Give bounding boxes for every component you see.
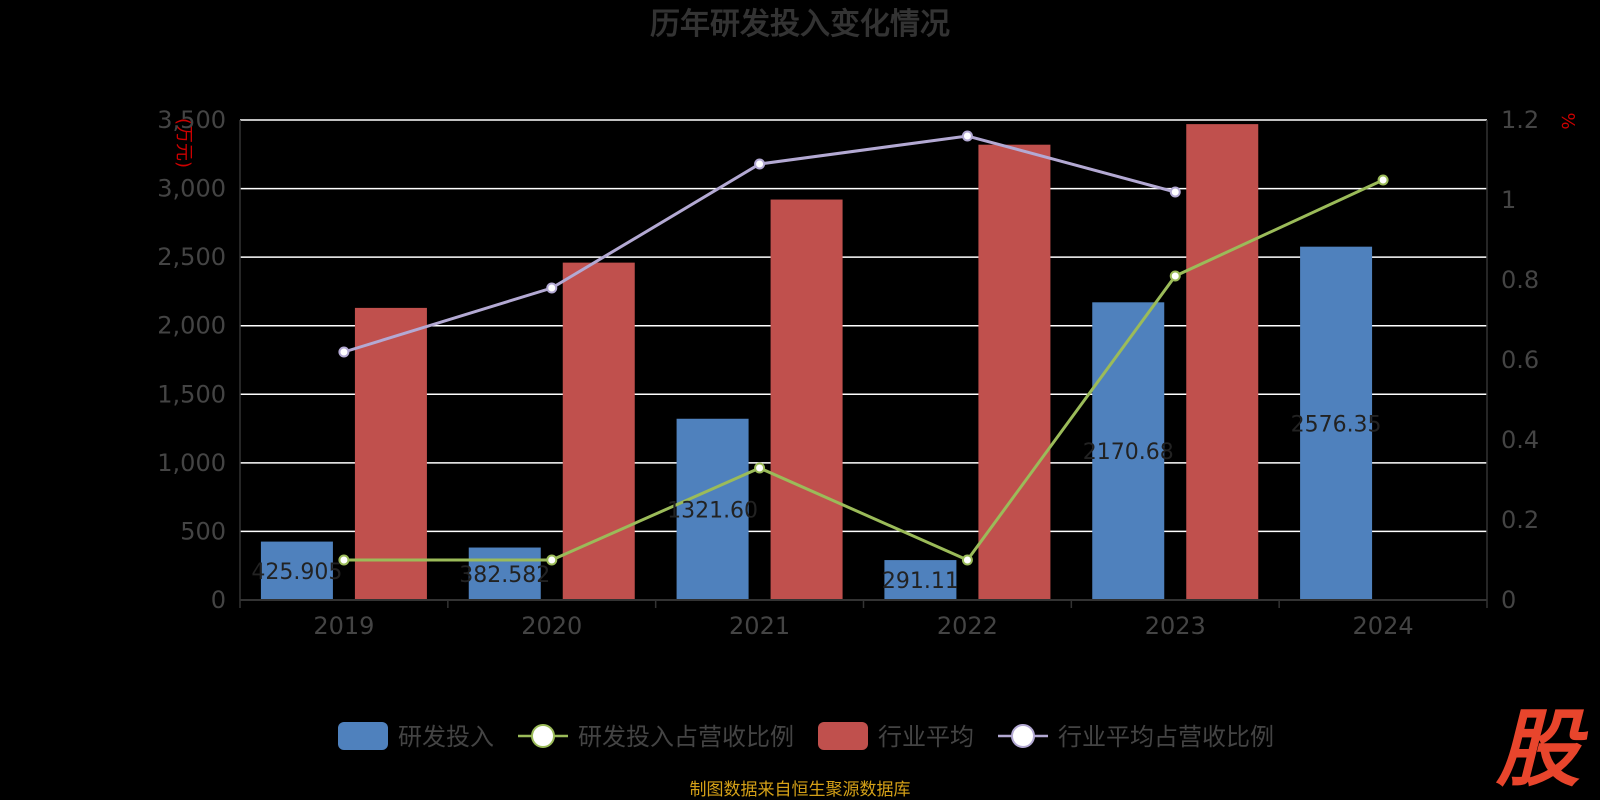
line-point-研发投入占营收比例 xyxy=(961,554,973,566)
line-研发投入占营收比例 xyxy=(343,178,1384,562)
line-point-行业平均占营收比例 xyxy=(338,346,350,358)
x-axis-category-label: 2019 xyxy=(313,612,374,640)
bar-研发投入 xyxy=(1300,246,1373,600)
line-point-行业平均占营收比例 xyxy=(546,282,558,294)
bar-行业平均 xyxy=(770,199,843,601)
data-source-note: 制图数据来自恒生聚源数据库 xyxy=(690,780,911,800)
line-point-行业平均占营收比例 xyxy=(754,158,766,170)
left-axis-tick-label: 2,500 xyxy=(157,243,226,271)
brand-logo: 股 xyxy=(1495,699,1589,798)
x-axis-category-label: 2024 xyxy=(1353,612,1414,640)
bar-行业平均 xyxy=(354,307,427,600)
right-axis-tick-label: 0.4 xyxy=(1501,426,1539,454)
line-point-研发投入占营收比例 xyxy=(546,554,558,566)
legend-label: 行业平均占营收比例 xyxy=(1058,723,1274,751)
legend-label: 研发投入占营收比例 xyxy=(578,723,794,751)
line-point-研发投入占营收比例 xyxy=(1169,270,1181,282)
bar-data-label: 382.582 xyxy=(459,563,550,588)
bar-研发投入 xyxy=(676,418,749,600)
right-axis-tick-label: 1.2 xyxy=(1501,106,1539,134)
left-axis-tick-label: 1,500 xyxy=(157,380,226,408)
bar-data-label: 2170.68 xyxy=(1083,440,1174,465)
x-axis-category-label: 2023 xyxy=(1145,612,1206,640)
legend-marker-行业平均占营收比例 xyxy=(1011,724,1035,748)
right-axis-tick-label: 1 xyxy=(1501,186,1516,214)
left-axis-tick-label: 0 xyxy=(211,586,226,614)
left-axis-tick-label: 1,000 xyxy=(157,449,226,477)
bar-行业平均 xyxy=(978,144,1051,600)
data-labels: 425.905 382.582 1321.60 291.11 2170.68 2576.3… xyxy=(251,412,1381,594)
bar-行业平均 xyxy=(1186,124,1259,600)
bar-研发投入 xyxy=(468,547,541,600)
line-point-研发投入占营收比例 xyxy=(754,462,766,474)
line-point-行业平均占营收比例 xyxy=(961,130,973,142)
bar-data-label: 2576.35 xyxy=(1291,412,1382,437)
line-series xyxy=(338,130,1389,566)
line-point-研发投入占营收比例 xyxy=(338,554,350,566)
x-axis-category-label: 2020 xyxy=(521,612,582,640)
bar-研发投入 xyxy=(884,560,957,600)
legend-label: 行业平均 xyxy=(878,723,974,751)
left-axis-tick-label: 500 xyxy=(180,517,226,545)
legend: 研发投入 研发投入占营收比例 行业平均 行业平均占营收比例 xyxy=(338,722,1274,751)
x-axis-category-label: 2021 xyxy=(729,612,790,640)
right-axis-tick-label: 0.6 xyxy=(1501,346,1539,374)
bar-data-label: 1321.60 xyxy=(667,498,758,523)
right-axis-tick-label: 0.2 xyxy=(1501,506,1539,534)
bar-series xyxy=(260,124,1373,601)
right-axis-tick-label: 0.8 xyxy=(1501,266,1539,294)
left-axis-ticks: 0 500 1,000 1,500 2,000 2,500 3,000 3,500 xyxy=(157,106,226,614)
legend-marker-研发投入占营收比例 xyxy=(531,724,555,748)
chart-title: 历年研发投入变化情况 xyxy=(650,7,950,42)
bar-研发投入 xyxy=(1092,302,1165,600)
left-axis-tick-label: 2,000 xyxy=(157,312,226,340)
left-axis-tick-label: 3,000 xyxy=(157,175,226,203)
legend-swatch-行业平均 xyxy=(818,722,868,750)
x-axis-category-label: 2022 xyxy=(937,612,998,640)
right-axis-tick-label: 0 xyxy=(1501,586,1516,614)
line-point-行业平均占营收比例 xyxy=(1169,186,1181,198)
legend-label: 研发投入 xyxy=(398,723,494,751)
line-point-研发投入占营收比例 xyxy=(1377,174,1389,186)
right-axis-unit: % xyxy=(1557,112,1578,129)
right-axis-ticks: 0 0.2 0.4 0.6 0.8 1 1.2 xyxy=(1501,106,1539,614)
left-axis-unit: (万元) xyxy=(173,118,194,168)
bar-研发投入 xyxy=(260,541,333,600)
left-axis-tick-label: 3,500 xyxy=(157,106,226,134)
bar-data-label: 291.11 xyxy=(882,569,959,594)
legend-swatch-研发投入 xyxy=(338,722,388,750)
bar-行业平均 xyxy=(562,262,635,600)
gridlines xyxy=(239,119,1488,600)
bar-data-label: 425.905 xyxy=(251,560,342,585)
x-axis: 2019 2020 2021 2022 2023 2024 xyxy=(239,599,1488,640)
